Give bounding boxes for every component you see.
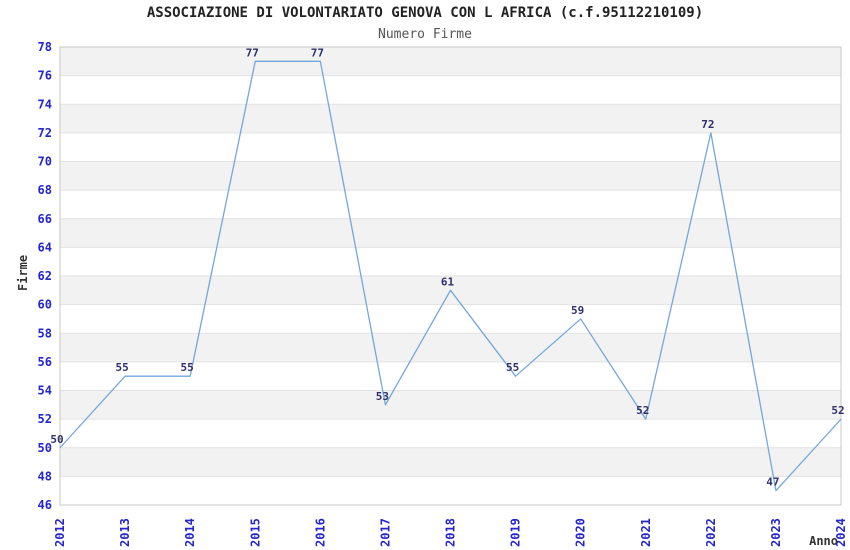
- grid-band: [60, 447, 841, 477]
- y-tick-label: 64: [38, 240, 52, 254]
- grid-band: [60, 104, 841, 133]
- plot-layer: 46 48 50 52 54 56 58 60 62 64 66 68 70 72 74 76 78 2012 20…: [38, 40, 848, 547]
- grid-band: [60, 390, 841, 420]
- y-tick-label: 54: [38, 384, 52, 398]
- y-tick-label: 68: [38, 183, 52, 197]
- point-label: 50: [50, 433, 63, 446]
- grid-band: [60, 161, 841, 191]
- x-tick-label: 2019: [509, 518, 523, 547]
- y-axis-title: Firme: [16, 255, 30, 291]
- y-tick-label: 66: [38, 212, 52, 226]
- x-tick-label: 2012: [53, 518, 67, 547]
- y-tick-label: 74: [38, 97, 52, 111]
- point-label: 72: [701, 118, 714, 131]
- y-tick-label: 60: [38, 298, 52, 312]
- y-tick-label: 78: [38, 40, 52, 54]
- x-tick-label: 2022: [704, 518, 718, 547]
- chart-subtitle: Numero Firme: [378, 27, 472, 42]
- x-axis-title: Anno: [809, 534, 838, 548]
- point-label: 77: [246, 46, 259, 59]
- y-tick-label: 76: [38, 69, 52, 83]
- x-tick-label: 2024: [834, 518, 848, 547]
- y-tick-label: 58: [38, 326, 52, 340]
- y-tick-label: 46: [38, 498, 52, 512]
- y-tick-label: 62: [38, 269, 52, 283]
- y-tick-label: 50: [38, 441, 52, 455]
- point-label: 52: [636, 404, 649, 417]
- plot-border: [59, 46, 842, 506]
- point-label: 55: [506, 361, 519, 374]
- x-tick-label: 2013: [118, 518, 132, 547]
- y-tick-label: 72: [38, 126, 52, 140]
- grid-band: [60, 333, 841, 362]
- point-label: 77: [311, 46, 324, 59]
- grid-band: [60, 218, 841, 248]
- x-tick-label: 2016: [313, 518, 327, 547]
- x-tick-label: 2017: [378, 518, 392, 547]
- point-label: 53: [376, 390, 389, 403]
- point-label: 52: [831, 404, 844, 417]
- x-tick-label: 2018: [444, 518, 458, 547]
- x-tick-label: 2021: [639, 518, 653, 547]
- y-tick-label: 48: [38, 469, 52, 483]
- point-label: 59: [571, 304, 584, 317]
- grid-band: [60, 47, 841, 76]
- point-label: 47: [766, 476, 779, 489]
- point-label: 55: [115, 361, 128, 374]
- x-tick-label: 2020: [574, 518, 588, 547]
- point-label: 61: [441, 275, 455, 288]
- x-tick-label: 2023: [769, 518, 783, 547]
- chart-title: ASSOCIAZIONE DI VOLONTARIATO GENOVA CON …: [146, 5, 704, 21]
- y-tick-label: 52: [38, 412, 52, 426]
- series-line: [59, 60, 842, 492]
- point-label: 55: [181, 361, 194, 374]
- x-tick-label: 2015: [248, 518, 262, 547]
- x-tick-label: 2014: [183, 518, 197, 547]
- y-tick-label: 56: [38, 355, 52, 369]
- y-tick-label: 70: [38, 155, 52, 169]
